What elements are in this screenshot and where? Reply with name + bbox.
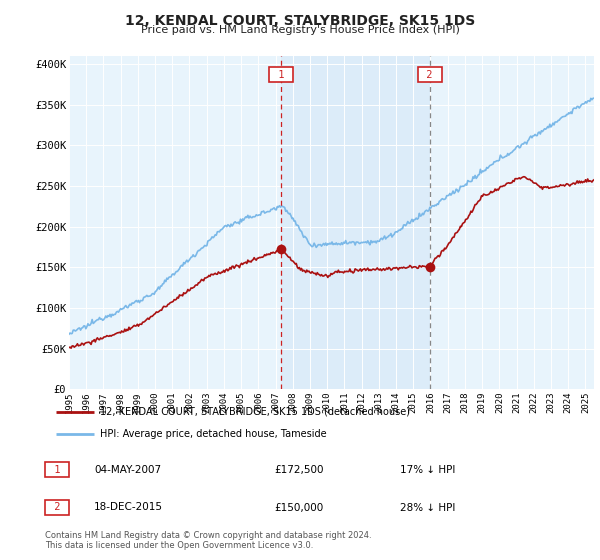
Text: £150,000: £150,000 bbox=[274, 502, 323, 512]
Text: 12, KENDAL COURT, STALYBRIDGE, SK15 1DS (detached house): 12, KENDAL COURT, STALYBRIDGE, SK15 1DS … bbox=[100, 407, 410, 417]
Text: HPI: Average price, detached house, Tameside: HPI: Average price, detached house, Tame… bbox=[100, 429, 326, 438]
Text: 12, KENDAL COURT, STALYBRIDGE, SK15 1DS: 12, KENDAL COURT, STALYBRIDGE, SK15 1DS bbox=[125, 14, 475, 28]
Text: 1: 1 bbox=[272, 69, 291, 80]
Text: 04-MAY-2007: 04-MAY-2007 bbox=[94, 465, 161, 475]
Text: 1: 1 bbox=[47, 465, 67, 475]
Bar bbox=[281, 56, 430, 389]
Text: 18-DEC-2015: 18-DEC-2015 bbox=[94, 502, 163, 512]
Text: 17% ↓ HPI: 17% ↓ HPI bbox=[400, 465, 455, 475]
Text: £172,500: £172,500 bbox=[274, 465, 324, 475]
Text: 28% ↓ HPI: 28% ↓ HPI bbox=[400, 502, 455, 512]
Text: Contains HM Land Registry data © Crown copyright and database right 2024.
This d: Contains HM Land Registry data © Crown c… bbox=[45, 531, 371, 550]
Text: 2: 2 bbox=[47, 502, 67, 512]
Text: 2: 2 bbox=[421, 69, 439, 80]
Text: Price paid vs. HM Land Registry's House Price Index (HPI): Price paid vs. HM Land Registry's House … bbox=[140, 25, 460, 35]
